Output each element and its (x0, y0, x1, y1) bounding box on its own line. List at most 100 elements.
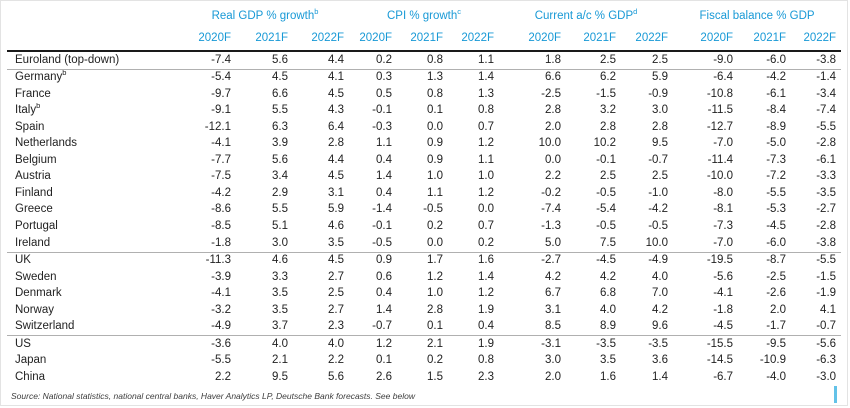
value-cell: 0.2 (427, 219, 443, 232)
value-cell: 1.3 (427, 71, 443, 84)
value-cell: -14.5 (706, 354, 734, 367)
year-header-fiscal-balance-gdp-2021f: 2021F (738, 27, 792, 52)
value-cell: -9.5 (766, 337, 787, 350)
value-cell: 0.1 (427, 104, 443, 117)
row-label-column-header (7, 6, 181, 27)
table-row-portugal: Portugal -8.5 5.1 4.6 -0.1 0.2 0.7 -1.3 -0.5 -0.5… (7, 218, 841, 235)
value-cell: 4.3 (328, 104, 344, 117)
value-cell: 6.6 (545, 71, 561, 84)
value-cell: 2.8 (545, 104, 561, 117)
value-cell: 0.7 (478, 120, 494, 133)
value-cell: -6.0 (738, 235, 792, 253)
year-header-real-gdp-growth-2022f: 2022F (293, 27, 349, 52)
value-cell: 0.4 (376, 287, 392, 300)
value-cell: 2.3 (293, 318, 349, 337)
value-cell: 3.5 (600, 354, 616, 367)
year-header-row: 2020F 2021F 2022F 2020F 2021F 2022F 2020F 2021F… (7, 27, 842, 52)
value-cell: 1.4 (376, 170, 392, 183)
country-label: China (15, 370, 46, 383)
footnote-marker: b (62, 69, 67, 78)
table-row-ireland: Ireland -1.8 3.0 3.5 -0.5 0.0 0.2 5.0 7.5 10.0 -7.… (7, 235, 842, 253)
value-cell: 3.9 (272, 137, 288, 150)
year-header-real-gdp-growth-2020f: 2020F (181, 27, 236, 52)
year-header-cpi-growth-2020f: 2020F (349, 27, 397, 52)
value-cell: 8.9 (566, 318, 621, 337)
footnote-marker: d (633, 6, 638, 16)
value-cell: -10.8 (706, 87, 734, 100)
value-cell: 1.2 (376, 337, 392, 350)
table-row-belgium: Belgium -7.7 5.6 4.4 0.4 0.9 1.1 0.0 -0.1 -0.7 -11… (7, 152, 841, 169)
value-cell: -5.4 (596, 203, 616, 216)
value-cell: -1.0 (648, 186, 669, 199)
value-cell: 2.1 (272, 354, 288, 367)
table-row-austria: Austria -7.5 3.4 4.5 1.4 1.0 1.0 2.2 2.5 2.5 -10.0… (7, 169, 841, 186)
value-cell: 1.6 (478, 254, 494, 267)
country-label: Netherlands (15, 137, 78, 150)
country-label: Italyb (15, 102, 41, 117)
column-group-cpi-growth: CPI % growthc (386, 6, 462, 22)
table-row-euroland-top-down: Euroland (top-down) -7.4 5.6 4.4 0.2 0.8 1.1 1.… (7, 51, 842, 70)
value-cell: 0.8 (397, 51, 448, 70)
value-cell: -5.6 (816, 337, 837, 350)
value-cell: -0.7 (791, 318, 842, 337)
value-cell: -8.1 (713, 203, 734, 216)
value-cell: 3.5 (272, 287, 288, 300)
column-group-fiscal-balance-gdp: Fiscal balance % GDP (699, 9, 815, 22)
value-cell: -6.4 (713, 71, 734, 84)
value-cell: 6.2 (600, 71, 616, 84)
year-header-fiscal-balance-gdp-2022f: 2022F (791, 27, 842, 52)
value-cell: 1.1 (478, 153, 494, 166)
value-cell: 2.5 (652, 170, 669, 183)
value-cell: 4.1 (820, 303, 837, 316)
value-cell: -8.7 (766, 254, 787, 267)
value-cell: -3.4 (816, 87, 837, 100)
value-cell: 1.2 (478, 287, 494, 300)
year-header-current-a-c-gdp-2021f: 2021F (566, 27, 621, 52)
value-cell: 1.5 (427, 370, 443, 383)
value-cell: 1.0 (427, 287, 443, 300)
value-cell: 1.3 (478, 87, 494, 100)
value-cell: -4.1 (713, 287, 734, 300)
value-cell: 2.2 (328, 354, 344, 367)
value-cell: -4.2 (648, 203, 669, 216)
value-cell: -3.0 (816, 370, 837, 383)
value-cell: -4.5 (596, 254, 616, 267)
value-cell: -0.5 (423, 203, 443, 216)
value-cell: 2.2 (545, 170, 561, 183)
value-cell: 10.0 (621, 235, 674, 253)
value-cell: 9.5 (652, 137, 669, 150)
value-cell: -5.4 (211, 71, 231, 84)
country-label: Switzerland (7, 318, 181, 337)
table-row-uk: UK -11.3 4.6 4.5 0.9 1.7 1.6 -2.7 -4.5 -4.9 -19.5 -… (7, 252, 841, 269)
value-cell: 2.5 (328, 287, 344, 300)
country-label: France (15, 87, 51, 100)
value-cell: -2.7 (541, 254, 561, 267)
value-cell: 5.9 (652, 71, 669, 84)
value-cell: 5.5 (272, 203, 288, 216)
value-cell: -3.5 (648, 337, 669, 350)
value-cell: -1.5 (816, 270, 837, 283)
value-cell: 0.0 (478, 203, 494, 216)
corner-tick-mark (834, 386, 837, 403)
value-cell: -7.2 (766, 170, 787, 183)
row-label-column-header (7, 27, 181, 52)
country-label: Japan (15, 354, 47, 367)
value-cell: 1.2 (427, 270, 443, 283)
value-cell: 4.0 (272, 337, 288, 350)
value-cell: -11.4 (707, 153, 734, 166)
value-cell: 2.2 (215, 370, 231, 383)
value-cell: 2.1 (427, 337, 443, 350)
table-row-us: US -3.6 4.0 4.0 1.2 2.1 1.9 -3.1 -3.5 -3.5 -15.5 -9… (7, 336, 841, 353)
value-cell: 1.9 (478, 303, 494, 316)
value-cell: 0.2 (427, 354, 443, 367)
value-cell: 2.0 (545, 120, 561, 133)
value-cell: -0.9 (648, 87, 669, 100)
value-cell: 6.4 (328, 120, 344, 133)
value-cell: -3.5 (596, 337, 616, 350)
value-cell: 0.2 (448, 235, 499, 253)
value-cell: -0.5 (596, 219, 616, 232)
value-cell: -0.7 (349, 318, 397, 337)
value-cell: -7.3 (766, 153, 787, 166)
table-row-switzerland: Switzerland -4.9 3.7 2.3 -0.7 0.1 0.4 8.5 8.9 9.6… (7, 318, 842, 337)
